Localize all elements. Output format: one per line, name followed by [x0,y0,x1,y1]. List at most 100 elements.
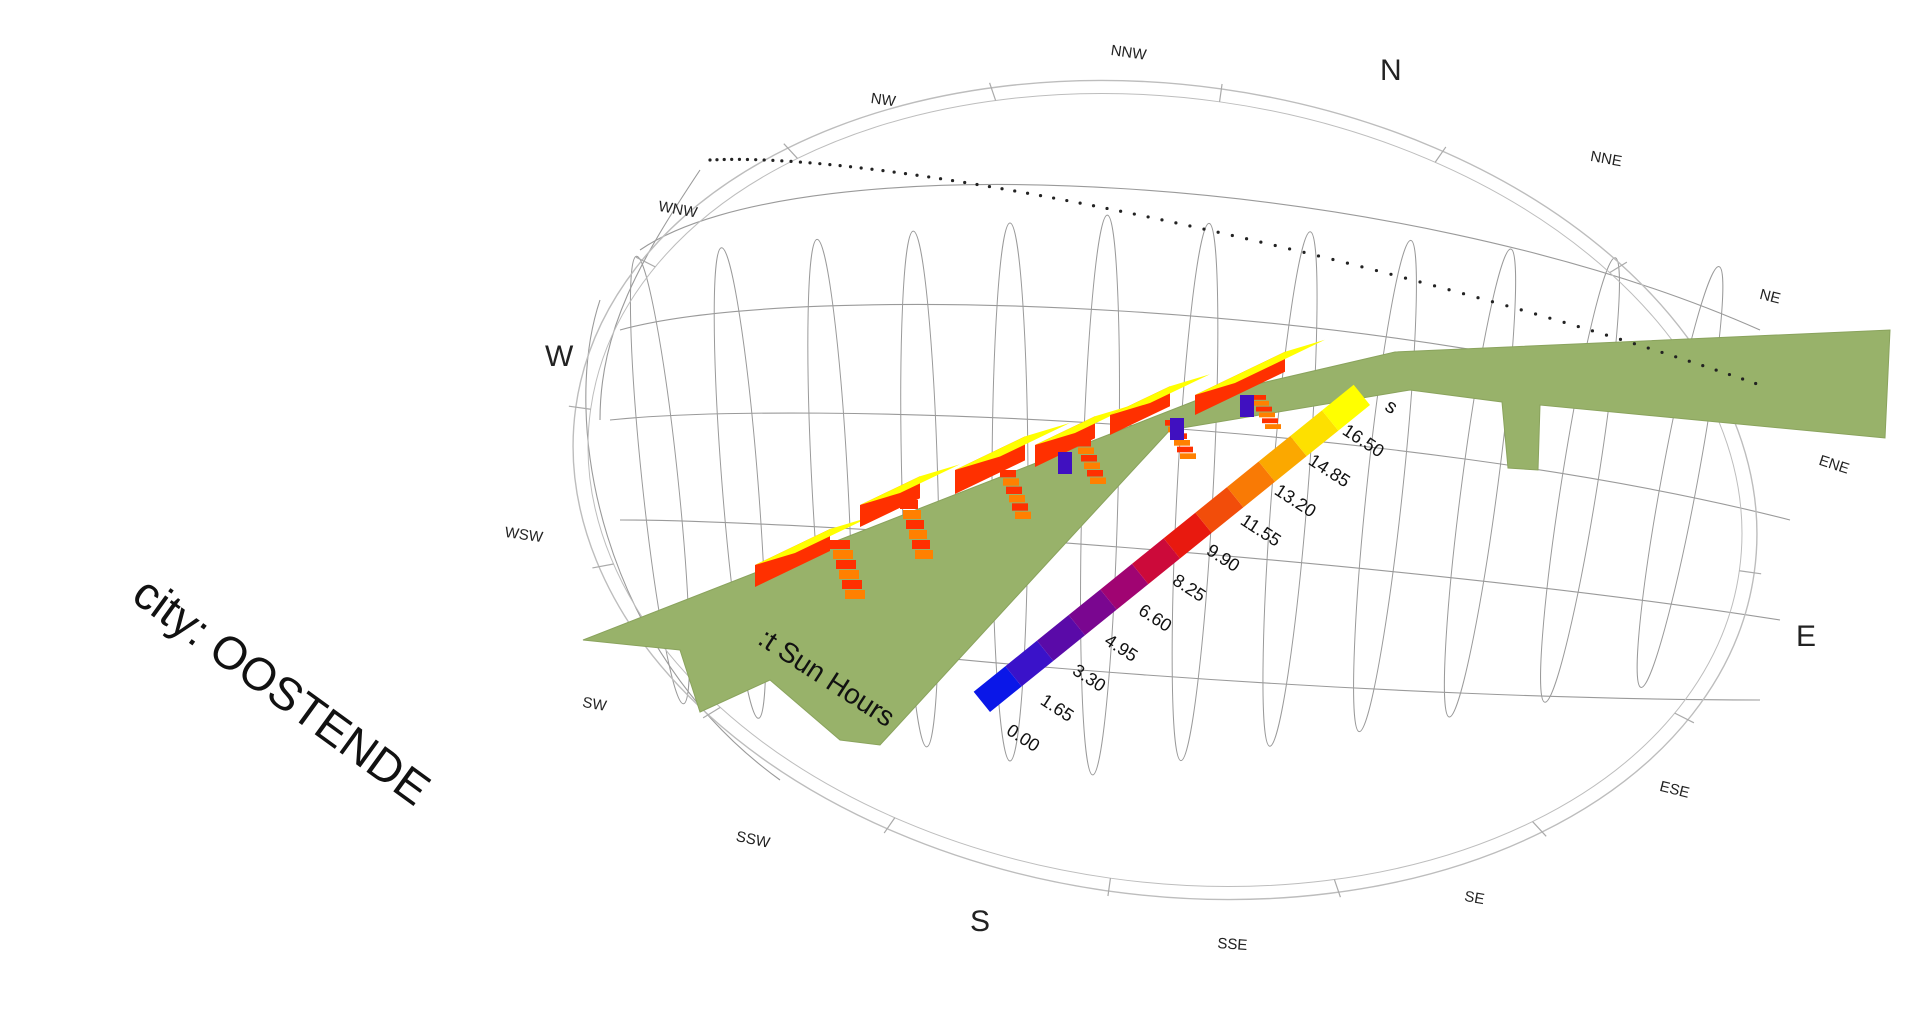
compass-label-se: SE [1463,888,1486,909]
sun-position-dot [1389,272,1393,276]
compass-tick [1739,570,1762,575]
building-shadow-pocket [1170,418,1184,440]
sun-position-dot [1052,196,1056,200]
building-block [1035,404,1135,467]
sun-position-dot [1754,381,1758,386]
compass-tick [783,143,798,159]
analemma-loop [1353,239,1417,733]
sun-path-arc [609,412,1791,521]
legend-color-bar [973,384,1370,712]
sun-position-dot [1646,346,1650,350]
sun-position-dot [780,159,784,163]
sun-position-dot [1013,189,1017,193]
compass-tick [1218,83,1223,102]
sun-position-dot [1741,377,1745,381]
building-stair-step [1015,511,1031,519]
building-block [1110,374,1210,435]
sun-position-dot [881,169,885,173]
sun-position-dot [1273,243,1277,248]
sun-path-arc [585,299,781,781]
ground-plane [582,329,1891,746]
building-face-top [755,517,870,565]
building-block [860,464,960,527]
analemma-loop [1171,222,1219,762]
sun-position-dot [1714,368,1718,372]
sun-position-dot [789,159,793,164]
sun-position-dot [1091,204,1096,208]
analemma-loop [1443,248,1517,718]
sun-position-dot [987,184,992,189]
sun-path-arc [599,169,701,421]
sun-position-dot [848,165,853,169]
sun-position-dot [1418,280,1422,284]
sun-position-dot [708,158,712,162]
building-face-top [1110,374,1210,415]
sun-position-dot [1660,350,1664,355]
compass-tick [1333,879,1341,898]
building-stair-step [833,550,853,559]
building-stair-step [1180,453,1196,459]
building-stair-step [906,520,924,529]
sun-position-dot [1701,364,1705,368]
sun-position-dot [1202,227,1206,231]
sun-position-dot [1188,224,1192,228]
building-stair-step [1174,440,1190,446]
sun-position-dot [1119,209,1123,213]
building-stair-step [1256,406,1272,412]
legend-color-segment [1290,410,1339,457]
sun-position-dot [859,166,863,170]
compass-label-w: W [545,340,574,373]
sun-position-dot [1105,206,1109,211]
sun-position-dot [1146,215,1150,219]
sun-position-dot [754,158,758,162]
sun-position-dot [828,163,832,167]
building-face-top [1035,404,1135,445]
sun-path-arc [639,184,1761,331]
sun-position-dot [1132,212,1136,216]
sun-path-arc [619,519,1781,621]
building-face-top [1195,339,1325,395]
sun-position-dot [1604,333,1609,337]
sun-path-sphere [585,169,1791,781]
ground-plane-surface [582,329,1891,746]
building-block [955,422,1070,494]
sun-position-dot [1505,304,1509,308]
buildings-group [755,339,1325,599]
legend-color-segment [1321,384,1370,431]
sun-position-dot [1476,296,1480,300]
sun-position-dot [870,167,874,171]
building-block [755,517,870,587]
building-stair-step [836,560,856,569]
sun-position-dot [1727,372,1732,377]
building-stair-step [900,500,918,509]
sun-position-dot [838,164,842,168]
building-stair-step [915,550,933,559]
legend-color-segment [1100,563,1149,610]
building-stair-step [909,530,927,539]
compass-tick [1434,146,1447,163]
building-shadow-pocket [1240,395,1254,417]
sun-position-dot [808,161,812,165]
sun-position-dot [1345,261,1350,265]
analemma-loop [1262,231,1318,747]
sun-position-dot [1038,194,1043,198]
building-stair-step [1259,412,1275,418]
sun-position-dot [1576,324,1580,329]
sun-position-dot [1519,308,1523,312]
sun-position-dot [1562,320,1566,324]
compass-tick [568,405,591,410]
sun-position-dot [1687,359,1691,363]
sun-position-dot [1447,288,1451,292]
legend-color-segment [1226,461,1275,508]
sun-position-dot [950,178,955,183]
building-stair-step [1078,447,1094,454]
building-stair-fin [830,540,865,599]
legend-color-segment [1068,589,1117,636]
compass-ring-outer [572,79,1758,901]
legend-color-segment [1163,512,1212,559]
compass-tick [1674,712,1695,724]
building-stair-step [1003,478,1019,486]
building-stair-step [1087,470,1103,477]
